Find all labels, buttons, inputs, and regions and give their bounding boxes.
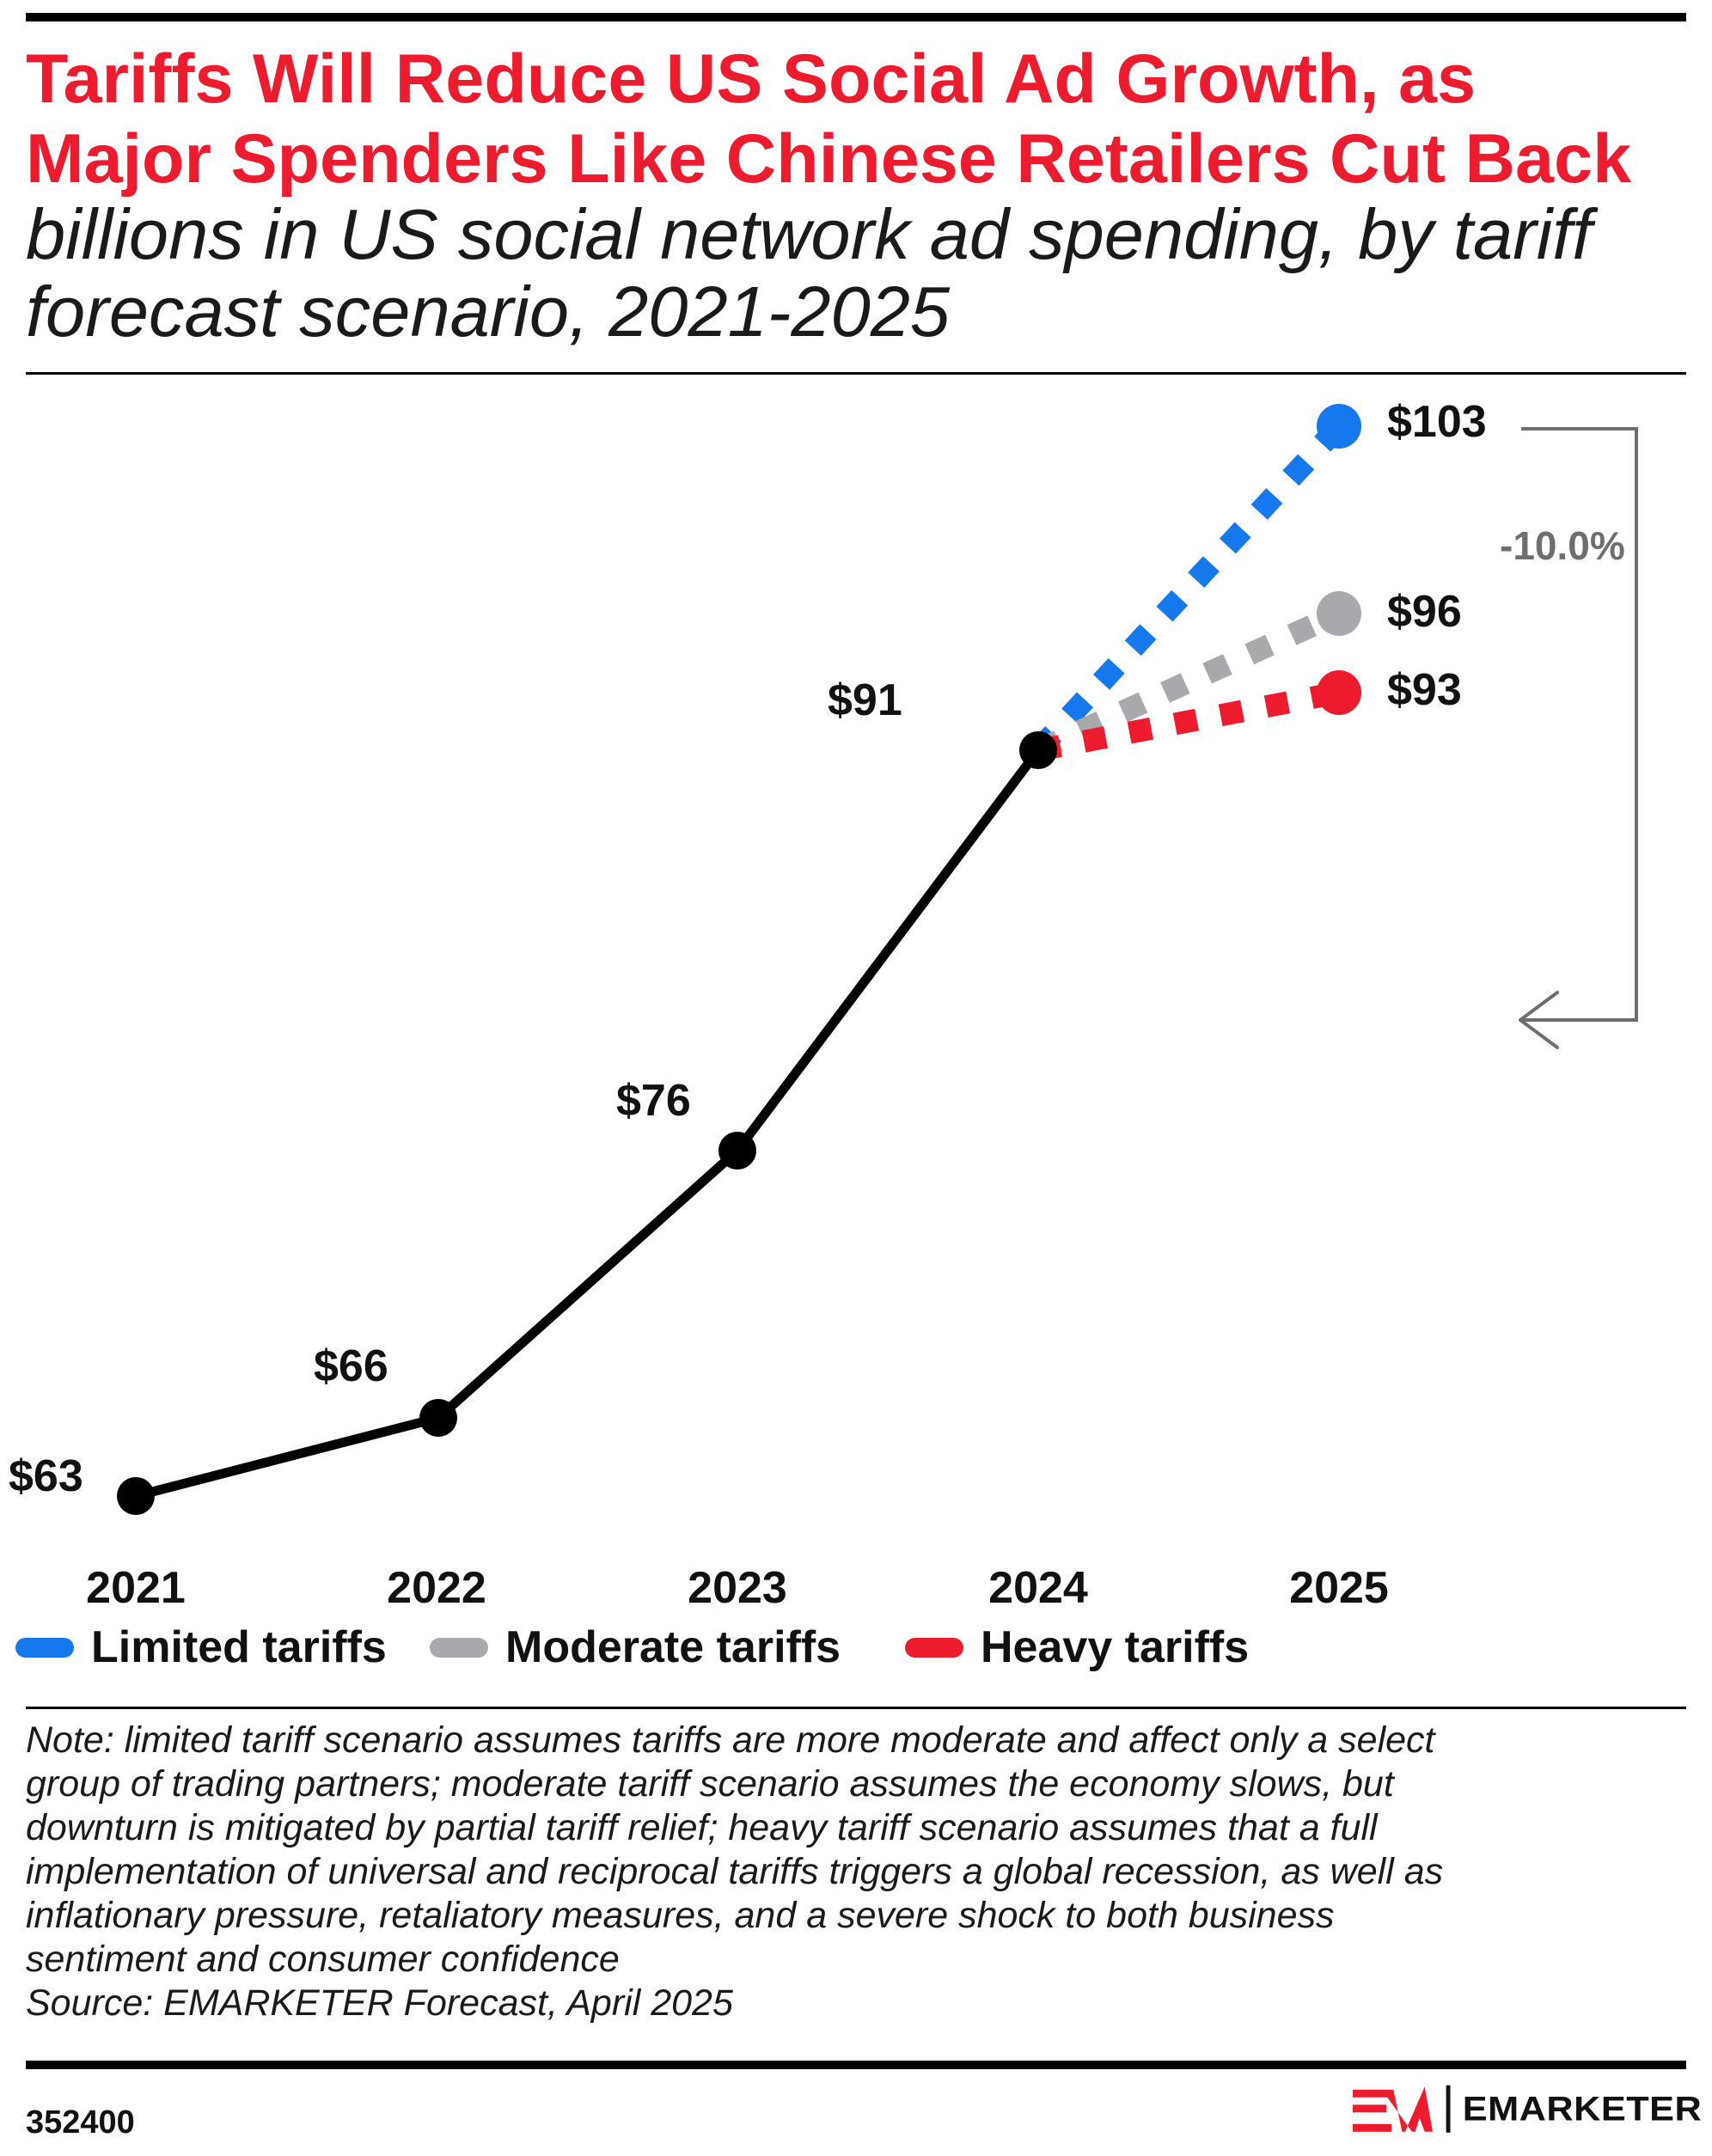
svg-text:EMARKETER: EMARKETER (1463, 2089, 1702, 2128)
